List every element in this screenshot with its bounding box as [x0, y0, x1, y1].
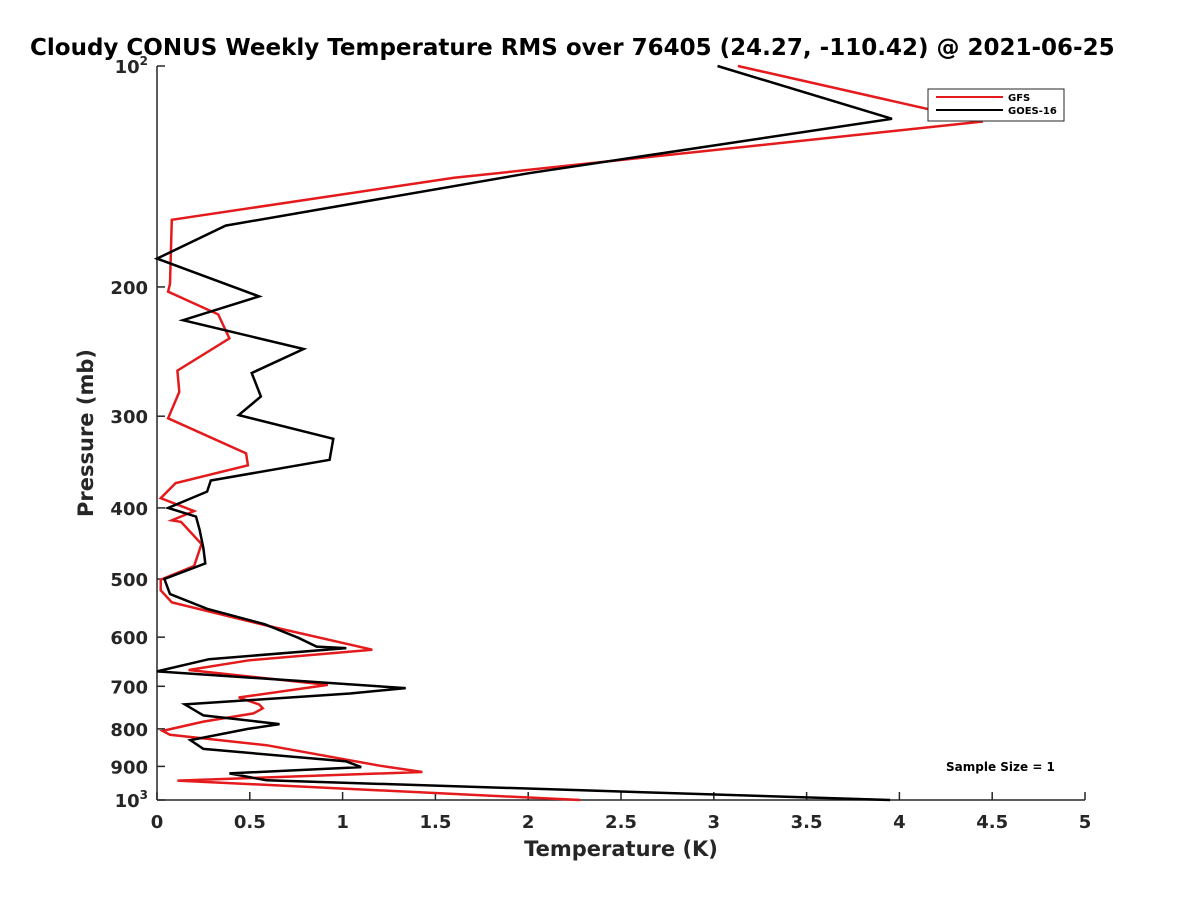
- x-ticks: 0 0.5 1 1.5 2 2.5 3 3.5 4 4.5 5: [151, 792, 1092, 833]
- legend-label-goes-16: GOES-16: [1008, 106, 1057, 117]
- legend: GFS GOES-16: [927, 88, 1065, 122]
- x-tick-label: 5: [1079, 812, 1092, 833]
- y-tick-label: 102: [115, 54, 148, 78]
- y-tick-label: 500: [110, 570, 148, 591]
- series-lines: [153, 64, 984, 802]
- y-tick-label: 103: [115, 788, 148, 812]
- y-tick-label: 600: [110, 628, 148, 649]
- y-tick-label: 800: [110, 720, 148, 741]
- x-tick-label: 1.5: [419, 812, 451, 833]
- series-line-goes-16: [153, 64, 893, 802]
- y-tick-label: 300: [110, 407, 148, 428]
- y-tick-label: 900: [110, 757, 148, 778]
- x-tick-label: 0.5: [234, 812, 266, 833]
- y-axis-label: Pressure (mb): [74, 349, 98, 517]
- x-tick-label: 0: [151, 812, 164, 833]
- series-line-gfs: [158, 64, 984, 802]
- y-ticks: 102 200 300 400 500 600 700 800 900 103: [110, 54, 165, 812]
- x-tick-label: 2: [522, 812, 535, 833]
- legend-box: [927, 88, 1065, 122]
- y-tick-label: 400: [110, 499, 148, 520]
- x-tick-label: 2.5: [605, 812, 637, 833]
- y-tick-label: 200: [110, 278, 148, 299]
- x-tick-label: 1: [336, 812, 349, 833]
- plot-area: 0 0.5 1 1.5 2 2.5 3 3.5 4 4.5 5 102 200 300 400 500 600…: [110, 54, 1091, 833]
- sample-size-annotation: Sample Size = 1: [946, 760, 1055, 774]
- x-tick-label: 3: [708, 812, 721, 833]
- y-tick-label: 700: [110, 677, 148, 698]
- legend-label-gfs: GFS: [1008, 93, 1030, 104]
- x-tick-label: 4.5: [976, 812, 1008, 833]
- x-axis-label: Temperature (K): [524, 837, 718, 861]
- x-tick-label: 3.5: [791, 812, 823, 833]
- chart-title: Cloudy CONUS Weekly Temperature RMS over…: [30, 35, 1115, 61]
- x-tick-label: 4: [893, 812, 906, 833]
